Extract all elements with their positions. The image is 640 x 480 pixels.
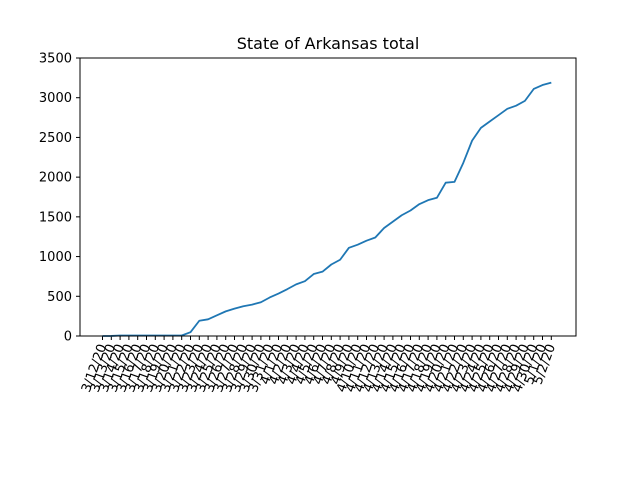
plot-frame — [79, 57, 577, 337]
y-tick-label: 2000 — [39, 171, 72, 186]
y-axis: 0 500 1000 1500 2000 2500 3000 3500 — [39, 52, 80, 345]
series-line — [102, 81, 552, 337]
x-axis: 3/12/203/13/203/14/203/15/203/16/203/17/… — [79, 336, 559, 394]
y-tick-label: 3000 — [39, 91, 72, 106]
y-tick-label: 1000 — [39, 250, 72, 265]
y-tick-label: 500 — [47, 290, 72, 305]
y-tick-label: 3500 — [39, 52, 72, 67]
y-tick-label: 0 — [64, 330, 72, 345]
y-tick-label: 1500 — [39, 210, 72, 225]
y-tick-label: 2500 — [39, 131, 72, 146]
chart-title: State of Arkansas total — [237, 34, 420, 53]
